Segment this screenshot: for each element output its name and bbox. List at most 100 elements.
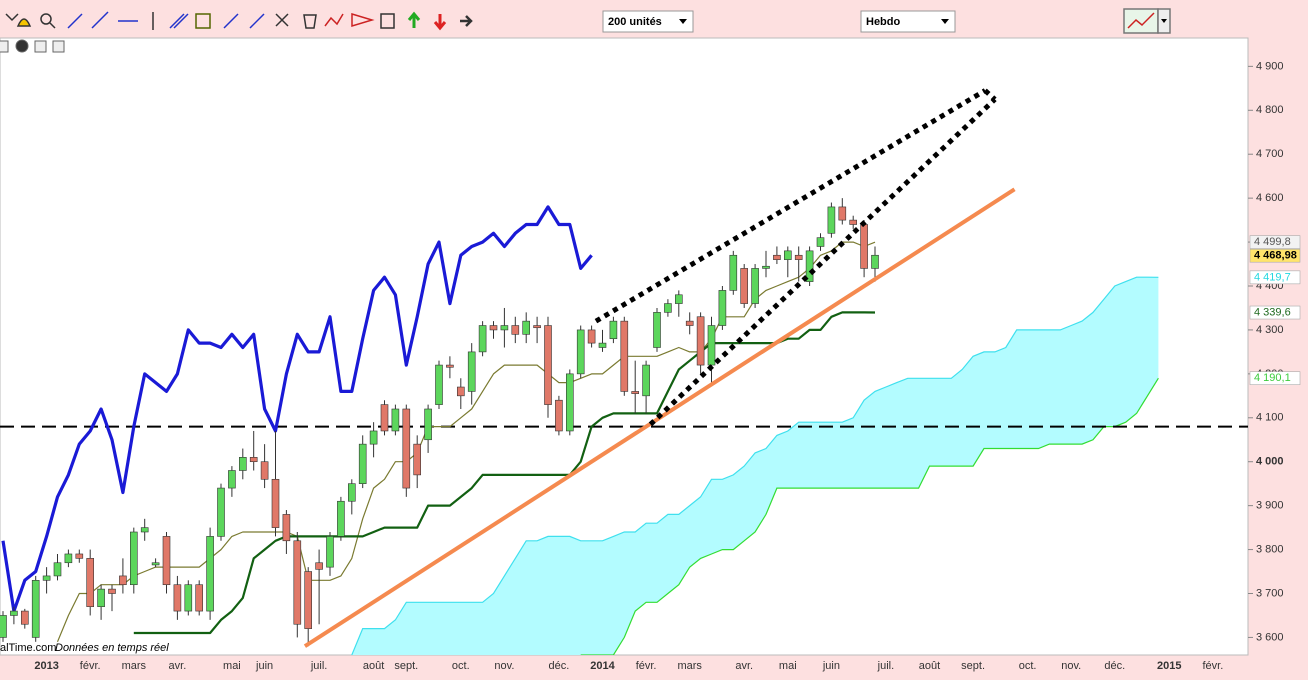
tool-icon[interactable] — [380, 13, 395, 29]
tool-icon[interactable] — [433, 14, 447, 31]
candle-body — [424, 408, 432, 441]
price-label: 4 339,6 — [1254, 306, 1291, 318]
candle-body — [805, 250, 814, 282]
candle-body — [544, 325, 552, 405]
dropdown-arrow — [941, 19, 949, 24]
tool-icon[interactable] — [169, 13, 189, 29]
candle-body — [522, 320, 531, 335]
x-tick-label: sept. — [394, 660, 418, 672]
candle-body — [86, 558, 94, 607]
tool-icon[interactable] — [223, 13, 239, 29]
x-tick-label: 2014 — [590, 660, 615, 672]
panel-icon[interactable] — [34, 40, 47, 53]
candle-body — [358, 443, 367, 484]
candle-body — [75, 553, 84, 559]
candle-body — [217, 487, 225, 537]
candle-body — [20, 610, 29, 625]
candle-body — [446, 364, 454, 368]
candle-body — [260, 461, 269, 480]
tool-icon[interactable] — [460, 15, 473, 27]
candle-body — [598, 342, 607, 348]
x-tick-label: févr. — [636, 660, 657, 672]
candle-body — [620, 320, 629, 392]
x-tick-label: déc. — [1104, 660, 1125, 672]
candle-body — [53, 562, 62, 577]
candle-body — [369, 430, 378, 445]
panel-icon[interactable] — [0, 40, 9, 53]
tool-icon[interactable] — [5, 13, 19, 22]
candle-body — [108, 588, 116, 594]
dropdown-arrow — [679, 19, 687, 24]
x-tick-label: mai — [223, 660, 241, 672]
price-label: 4 190,1 — [1254, 372, 1291, 384]
candle-body — [685, 320, 694, 326]
y-tick-label: 4 300 — [1256, 324, 1284, 336]
candle-body — [500, 325, 509, 331]
candle-body — [631, 391, 640, 394]
candle-body — [794, 254, 803, 260]
x-tick-label: févr. — [1203, 660, 1224, 672]
candle-body — [860, 224, 868, 269]
source: alTime.com — [0, 642, 56, 654]
units-label: 200 unités — [608, 16, 662, 28]
candle-body — [740, 268, 749, 304]
tool-icon[interactable] — [324, 13, 344, 27]
price-label: 4 468,98 — [1254, 250, 1297, 262]
candle-body — [664, 303, 672, 313]
y-tick-label: 4 700 — [1256, 148, 1284, 160]
candle-body — [816, 237, 825, 247]
x-tick-label: déc. — [549, 660, 570, 672]
tool-icon[interactable] — [275, 13, 289, 27]
indicator-line — [1, 205, 593, 613]
candle-body — [773, 254, 781, 260]
select-box[interactable] — [860, 10, 956, 33]
candle-body — [130, 531, 138, 586]
candle-body — [0, 615, 7, 638]
period-select[interactable]: Hebdo — [860, 10, 956, 33]
candle-body — [565, 373, 574, 432]
tool-icon[interactable] — [40, 13, 52, 25]
y-tick-label: 3 900 — [1256, 500, 1284, 512]
x-tick-label: août — [363, 660, 384, 672]
realtime-note: Données en temps réel — [55, 642, 169, 654]
tool-icon[interactable] — [303, 14, 317, 29]
panel-controls — [0, 39, 65, 53]
trend-line — [983, 88, 997, 102]
tool-icon[interactable] — [351, 12, 375, 28]
x-tick-label: oct. — [1019, 660, 1037, 672]
x-tick-label: juil. — [310, 660, 328, 672]
candle-body — [391, 408, 400, 432]
tool-icon — [1127, 12, 1155, 29]
price-label-box — [1249, 270, 1301, 285]
units-select[interactable]: 200 unités — [602, 10, 694, 33]
trend-line — [648, 97, 997, 427]
candle-body — [151, 562, 160, 566]
candle-body — [97, 588, 105, 607]
tool-icon[interactable] — [91, 11, 109, 29]
candle-body — [413, 443, 422, 476]
x-tick-label: 2013 — [34, 660, 58, 672]
candle-body — [402, 408, 411, 489]
tool-icon[interactable] — [249, 13, 265, 29]
candle-body — [173, 584, 182, 612]
candle-body — [609, 320, 618, 340]
candle-body — [587, 329, 596, 344]
tool-icon[interactable] — [407, 11, 421, 28]
panel-icon[interactable] — [15, 39, 29, 53]
candle-body — [849, 219, 858, 225]
tool-icon[interactable] — [49, 22, 56, 29]
indicator-line — [56, 241, 876, 643]
tool-icon[interactable] — [67, 13, 83, 29]
candle-body — [282, 514, 291, 542]
panel-icon[interactable] — [52, 40, 65, 53]
select-box[interactable] — [602, 10, 694, 33]
candle-body — [707, 325, 716, 366]
y-tick-label: 4 000 — [1256, 456, 1284, 468]
candle-body — [533, 325, 541, 329]
tool-icon[interactable] — [195, 13, 211, 29]
indicator-button[interactable] — [1123, 8, 1159, 34]
tool-icon[interactable] — [16, 18, 32, 27]
x-tick-label: 2015 — [1157, 660, 1181, 672]
plot — [0, 88, 1248, 655]
